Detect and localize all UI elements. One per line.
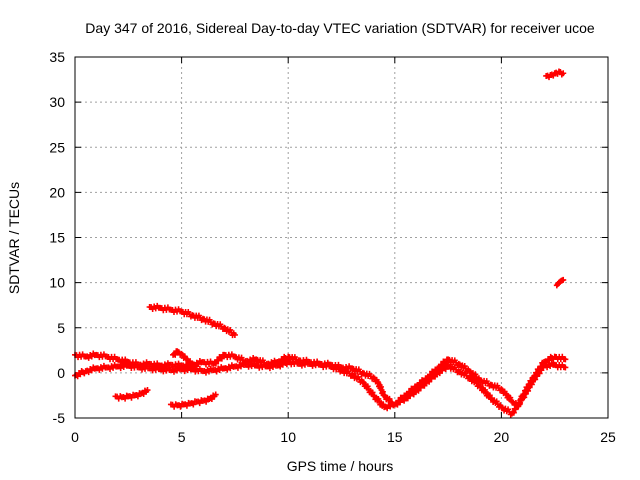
series-arc-late-mid [553, 276, 567, 289]
data-point [85, 369, 92, 376]
data-point [510, 409, 517, 416]
data-point [178, 350, 185, 357]
chart-title: Day 347 of 2016, Sidereal Day-to-day VTE… [85, 20, 595, 36]
data-point [364, 383, 371, 390]
data-point [466, 374, 473, 381]
series-arc-low-1 [112, 387, 151, 402]
data-point [187, 358, 194, 365]
data-point [498, 386, 505, 393]
series-arc-early [146, 302, 238, 339]
data-point [560, 276, 567, 283]
y-axis-label: SDTVAR / TECUs [6, 182, 22, 294]
data-point [203, 398, 210, 405]
x-tick-label: 10 [280, 429, 296, 445]
data-point [190, 401, 197, 408]
data-point [472, 377, 479, 384]
plot-frame [74, 56, 609, 419]
data-point [472, 371, 479, 378]
series-arc-low-2 [167, 391, 219, 410]
data-point [144, 387, 151, 394]
series-arc-bump [170, 348, 194, 366]
data-point [532, 376, 539, 383]
data-point [493, 398, 500, 405]
data-point [88, 367, 95, 374]
y-tick-label: -5 [53, 410, 66, 426]
data-point [560, 70, 567, 77]
data-point [515, 403, 522, 410]
x-tick-label: 0 [71, 429, 79, 445]
data-point [466, 368, 473, 375]
data-point [231, 331, 238, 338]
data-point [486, 392, 493, 399]
y-tick-label: 35 [49, 49, 65, 65]
data-point [384, 405, 391, 412]
data-point [442, 366, 449, 373]
y-tick-label: 30 [49, 94, 65, 110]
data-point [507, 394, 514, 401]
y-tick-label: 25 [49, 139, 65, 155]
series-arc-late-high [543, 68, 567, 81]
data-point [410, 391, 417, 398]
data-point [536, 370, 543, 377]
data-point [349, 371, 356, 378]
y-tick-label: 15 [49, 230, 65, 246]
data-point [195, 361, 202, 368]
series-lower-band [72, 358, 569, 418]
x-tick-label: 15 [387, 429, 403, 445]
data-point [369, 389, 376, 396]
data-point [421, 382, 428, 389]
x-tick-label: 5 [178, 429, 186, 445]
y-tick-label: 10 [49, 275, 65, 291]
data-point [562, 364, 569, 371]
data-point [481, 386, 488, 393]
data-point [538, 367, 545, 374]
data-point [375, 395, 382, 402]
data-point [517, 399, 524, 406]
x-tick-label: 25 [600, 429, 616, 445]
data-point [192, 362, 199, 369]
data-point [218, 355, 225, 362]
x-axis-label: GPS time / hours [287, 458, 394, 474]
data-point [134, 393, 141, 400]
x-tick-label: 20 [494, 429, 510, 445]
y-tick-label: 5 [57, 320, 65, 336]
y-tick-label: 0 [57, 365, 65, 381]
data-point [387, 403, 394, 410]
data-point [562, 356, 569, 363]
data-point [432, 373, 439, 380]
data-point [212, 391, 219, 398]
data-point [221, 324, 228, 331]
y-tick-label: 20 [49, 184, 65, 200]
data-points [72, 68, 569, 418]
data-point [381, 392, 388, 399]
data-point [455, 360, 462, 367]
data-point [370, 374, 377, 381]
data-point [487, 395, 494, 402]
data-point [386, 395, 393, 402]
